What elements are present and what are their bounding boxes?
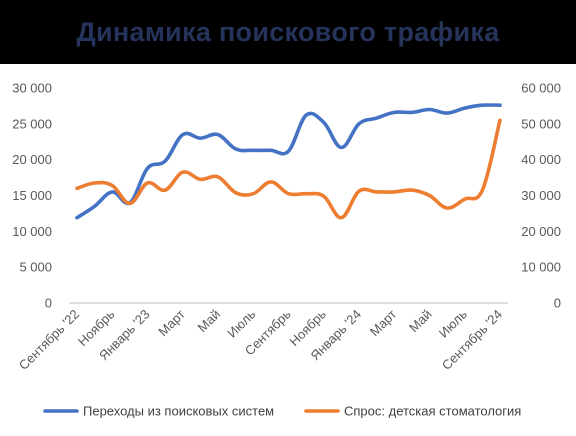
y-left-tick-label: 20 000 bbox=[12, 152, 52, 167]
x-tick-label: Май bbox=[195, 307, 224, 336]
x-tick-label: Март bbox=[367, 306, 400, 339]
y-left-tick-label: 0 bbox=[45, 296, 52, 311]
series-layer bbox=[75, 103, 502, 220]
y-right-tick-label: 10 000 bbox=[521, 260, 561, 275]
legend-label-1: Переходы из поисковых систем bbox=[83, 404, 274, 419]
y-right-tick-label: 60 000 bbox=[521, 81, 561, 96]
y-left-tick-label: 15 000 bbox=[12, 188, 52, 203]
title-bar: Динамика поискового трафика bbox=[0, 0, 576, 64]
y-right-tick-label: 0 bbox=[554, 296, 561, 311]
chart-area: 0 5 000 10 000 15 000 20 000 25 000 30 000 0 10 … bbox=[12, 81, 561, 419]
y-right-tick-label: 40 000 bbox=[521, 152, 561, 167]
series-line-2 bbox=[75, 118, 502, 220]
x-tick-label: Сентябрь '22 bbox=[16, 307, 82, 373]
y-right-tick-label: 50 000 bbox=[521, 116, 561, 131]
y-left-tick-label: 25 000 bbox=[12, 116, 52, 131]
y-right-tick-label: 20 000 bbox=[521, 224, 561, 239]
legend: Переходы из поисковых систем Спрос: детск… bbox=[43, 404, 521, 419]
x-tick-label: Май bbox=[406, 307, 435, 336]
y-left-tick-label: 30 000 bbox=[12, 81, 52, 96]
legend-label-2: Спрос: детская стоматология bbox=[344, 404, 521, 419]
y-left-tick-label: 5 000 bbox=[19, 260, 52, 275]
chart-title: Динамика поискового трафика bbox=[76, 16, 500, 47]
y-right-tick-label: 30 000 bbox=[521, 188, 561, 203]
axes-layer: 0 5 000 10 000 15 000 20 000 25 000 30 000 0 10 … bbox=[12, 81, 561, 373]
x-tick-label: Март bbox=[155, 306, 188, 339]
y-left-tick-label: 10 000 bbox=[12, 224, 52, 239]
